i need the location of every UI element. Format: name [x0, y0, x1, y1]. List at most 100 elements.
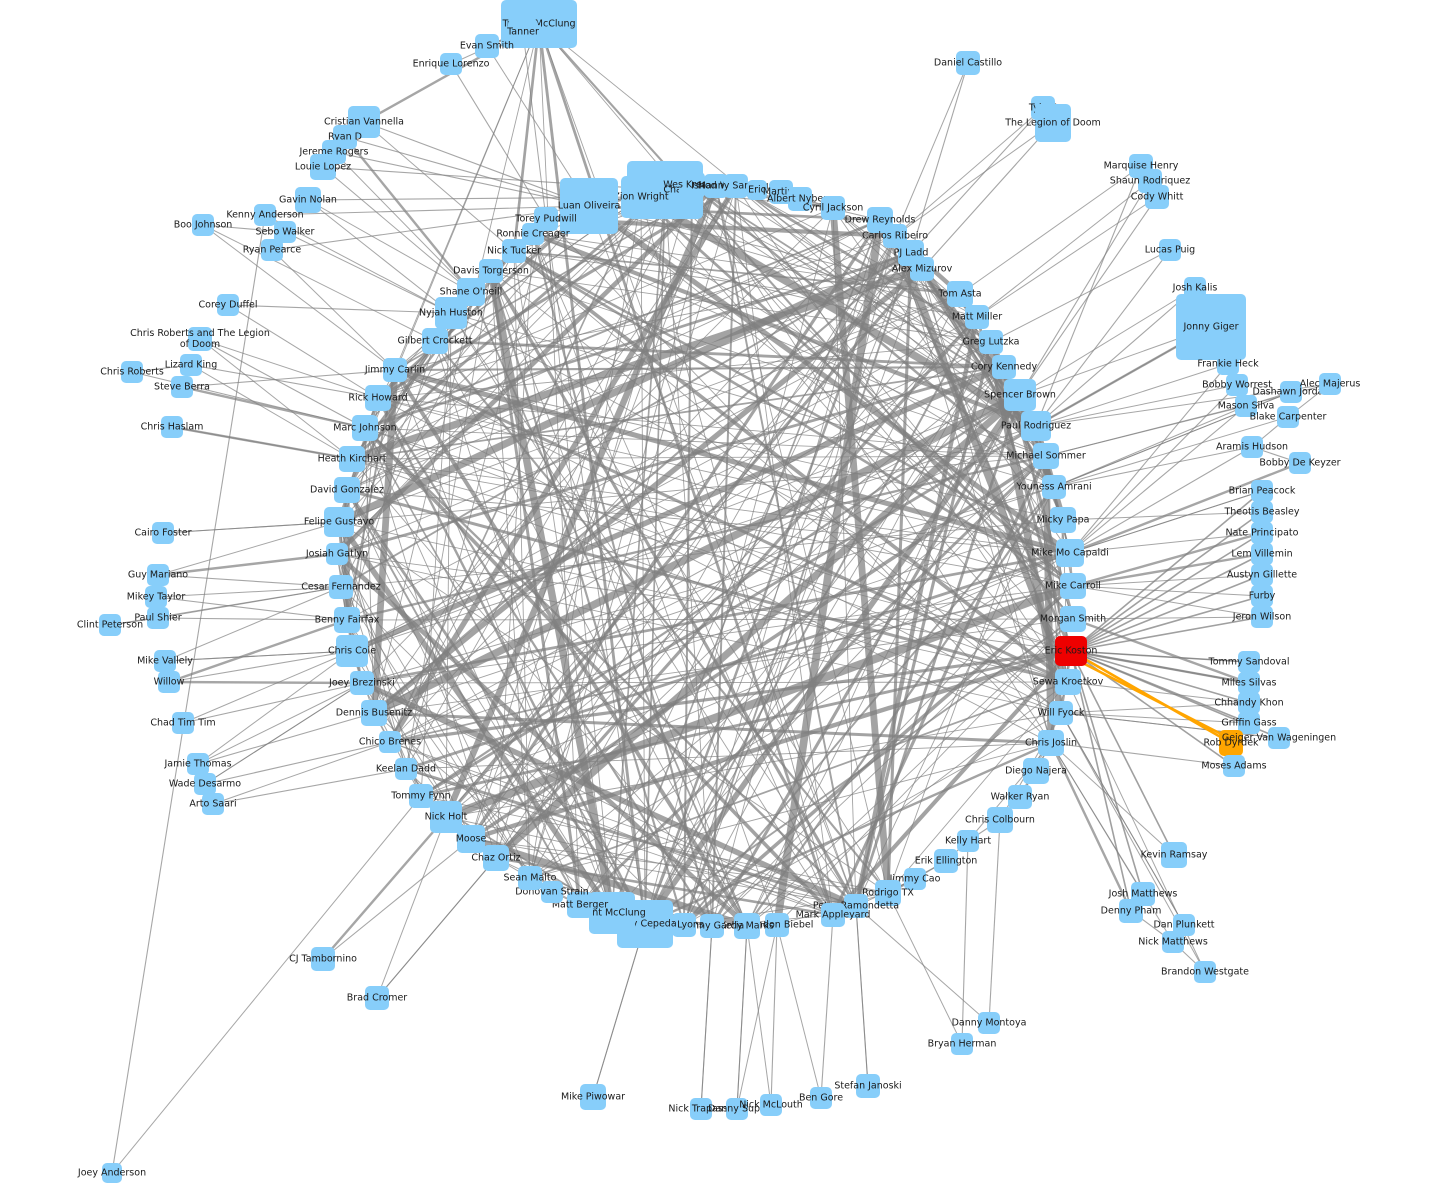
graph-node[interactable]: [440, 53, 462, 75]
graph-node[interactable]: [147, 564, 169, 586]
graph-node[interactable]: [1235, 395, 1257, 417]
graph-node[interactable]: [422, 328, 448, 354]
graph-node[interactable]: [1223, 755, 1245, 777]
graph-node[interactable]: [957, 830, 979, 852]
graph-node[interactable]: [522, 223, 544, 245]
graph-node[interactable]: [361, 700, 387, 726]
graph-node[interactable]: [1056, 539, 1084, 567]
graph-node[interactable]: [1241, 436, 1263, 458]
graph-node[interactable]: [1251, 606, 1273, 628]
graph-node[interactable]: [726, 1098, 748, 1120]
graph-node[interactable]: [934, 849, 958, 873]
graph-node[interactable]: [690, 1098, 712, 1120]
graph-node[interactable]: [1219, 730, 1243, 756]
graph-node[interactable]: [365, 385, 391, 411]
graph-node[interactable]: [1251, 522, 1273, 544]
graph-node[interactable]: [310, 154, 336, 180]
graph-node[interactable]: [1238, 672, 1260, 694]
graph-node[interactable]: [261, 239, 283, 261]
graph-node[interactable]: [171, 376, 193, 398]
graph-node[interactable]: [483, 845, 509, 871]
graph-node[interactable]: [475, 34, 499, 58]
graph-node[interactable]: [965, 305, 989, 329]
graph-node[interactable]: [560, 178, 618, 234]
graph-node[interactable]: [947, 281, 973, 307]
graph-node[interactable]: [1038, 730, 1064, 756]
graph-node[interactable]: [1021, 411, 1051, 441]
graph-node[interactable]: [334, 607, 360, 633]
graph-node[interactable]: [1161, 842, 1187, 868]
graph-node[interactable]: [311, 947, 335, 971]
graph-node[interactable]: [1277, 406, 1299, 428]
graph-node[interactable]: [192, 214, 214, 236]
graph-node[interactable]: [1060, 606, 1086, 632]
graph-node[interactable]: [1251, 564, 1273, 586]
graph-node[interactable]: [844, 894, 868, 918]
graph-node[interactable]: [1023, 758, 1049, 784]
graph-node[interactable]: [1159, 239, 1181, 261]
graph-node[interactable]: [502, 239, 526, 263]
graph-node[interactable]: [1033, 443, 1059, 469]
graph-node[interactable]: [336, 635, 368, 667]
graph-node[interactable]: [1280, 381, 1302, 403]
graph-node[interactable]: [1184, 277, 1206, 299]
graph-node[interactable]: [188, 327, 212, 351]
graph-node[interactable]: [580, 1084, 606, 1110]
graph-node[interactable]: [1008, 785, 1032, 809]
graph-node[interactable]: [1035, 104, 1071, 142]
graph-node[interactable]: [1251, 543, 1273, 565]
graph-node[interactable]: [254, 204, 276, 226]
graph-node[interactable]: [154, 650, 176, 672]
graph-node[interactable]: [1055, 636, 1087, 666]
graph-node[interactable]: [1004, 379, 1036, 411]
graph-node[interactable]: [1226, 374, 1248, 396]
graph-node[interactable]: [992, 355, 1016, 379]
graph-node[interactable]: [158, 671, 180, 693]
graph-node[interactable]: [1050, 507, 1076, 533]
graph-node[interactable]: [747, 180, 767, 200]
graph-node[interactable]: [99, 614, 121, 636]
graph-node[interactable]: [217, 294, 239, 316]
graph-node[interactable]: [1217, 353, 1239, 375]
graph-node[interactable]: [152, 522, 174, 544]
graph-node[interactable]: [1162, 931, 1184, 953]
graph-node[interactable]: [1238, 651, 1260, 673]
graph-node[interactable]: [541, 881, 563, 903]
graph-node[interactable]: [326, 543, 348, 565]
graph-node[interactable]: [788, 187, 812, 211]
graph-node[interactable]: [508, 19, 538, 45]
graph-node[interactable]: [1060, 573, 1086, 599]
graph-node[interactable]: [1251, 585, 1273, 607]
graph-node[interactable]: [435, 297, 467, 329]
graph-node[interactable]: [1194, 961, 1216, 983]
graph-node[interactable]: [1238, 712, 1260, 734]
graph-node[interactable]: [951, 1033, 973, 1055]
graph-node[interactable]: [956, 51, 980, 75]
graph-node[interactable]: [810, 1087, 832, 1109]
graph-node[interactable]: [979, 330, 1003, 354]
graph-node[interactable]: [352, 415, 378, 441]
graph-node[interactable]: [379, 731, 401, 753]
graph-node[interactable]: [821, 903, 845, 927]
graph-node[interactable]: [172, 712, 194, 734]
graph-node[interactable]: [978, 1012, 1000, 1034]
graph-node[interactable]: [760, 1094, 782, 1116]
graph-node[interactable]: [567, 892, 593, 918]
graph-node[interactable]: [180, 354, 202, 376]
graph-node[interactable]: [1042, 475, 1066, 499]
graph-node[interactable]: [145, 586, 167, 608]
graph-node[interactable]: [589, 892, 635, 934]
graph-node[interactable]: [821, 196, 845, 220]
graph-node[interactable]: [724, 174, 748, 198]
graph-node[interactable]: [295, 187, 321, 213]
graph-node[interactable]: [365, 986, 389, 1010]
graph-node[interactable]: [875, 880, 901, 906]
graph-node[interactable]: [904, 868, 926, 890]
graph-node[interactable]: [339, 446, 365, 472]
graph-node[interactable]: [194, 773, 216, 795]
graph-node[interactable]: [1238, 692, 1260, 714]
graph-node[interactable]: [856, 1074, 880, 1098]
graph-node[interactable]: [1173, 914, 1195, 936]
graph-node[interactable]: [1268, 727, 1290, 749]
graph-node[interactable]: [350, 671, 374, 695]
